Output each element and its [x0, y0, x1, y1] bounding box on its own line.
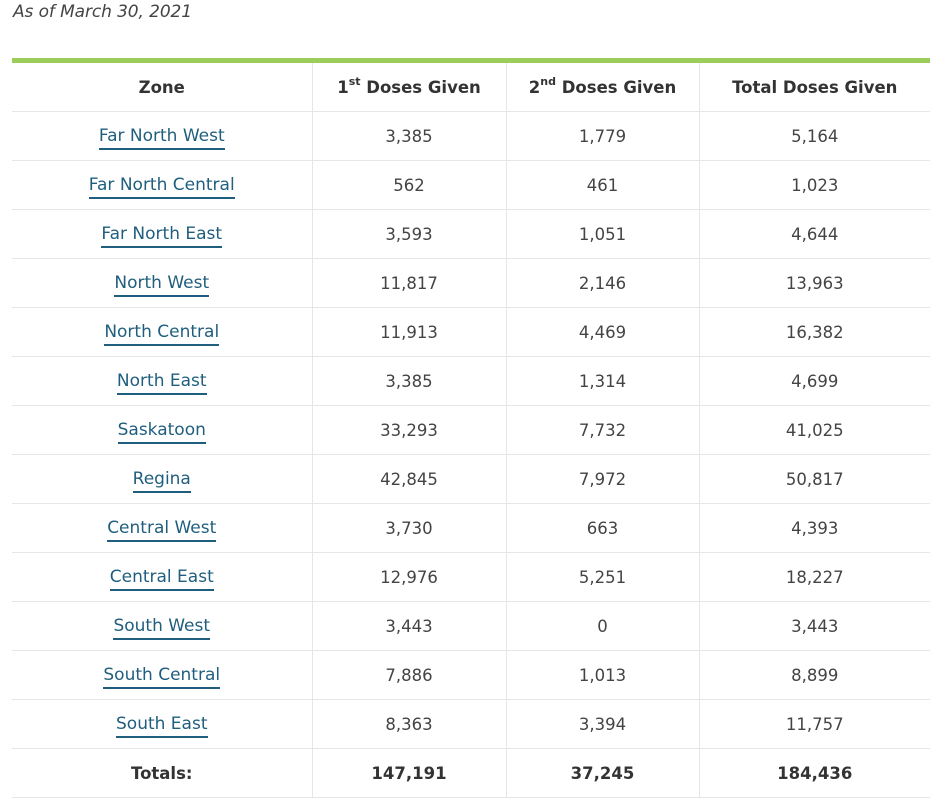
zone-link[interactable]: Saskatoon: [117, 420, 206, 444]
zone-link[interactable]: Regina: [132, 469, 191, 493]
table-row: South Central 7,886 1,013 8,899: [12, 650, 930, 700]
total-doses-cell: 11,757: [698, 699, 930, 749]
zone-cell: Central West: [12, 503, 312, 553]
second-doses-cell: 663: [505, 503, 699, 553]
zone-link[interactable]: Far North West: [98, 126, 225, 150]
zone-link[interactable]: Central East: [109, 567, 214, 591]
total-doses-cell: 41,025: [698, 405, 930, 455]
total-doses-cell: 13,963: [698, 258, 930, 308]
table-row: Far North West 3,385 1,779 5,164: [12, 111, 930, 161]
totals-first-doses: 147,191: [311, 748, 506, 798]
first-doses-cell: 562: [311, 160, 506, 210]
table-header: Zone 1st Doses Given 2nd Doses Given Tot…: [12, 63, 930, 112]
table-row: North West 11,817 2,146 13,963: [12, 258, 930, 308]
table-row: Regina 42,845 7,972 50,817: [12, 454, 930, 504]
table-row: Far North East 3,593 1,051 4,644: [12, 209, 930, 259]
second-doses-cell: 461: [505, 160, 699, 210]
second-doses-cell: 1,314: [505, 356, 699, 406]
zone-cell: Regina: [12, 454, 312, 504]
total-doses-cell: 16,382: [698, 307, 930, 357]
total-doses-cell: 1,023: [698, 160, 930, 210]
total-doses-cell: 5,164: [698, 111, 930, 161]
col-header-total-doses: Total Doses Given: [698, 63, 930, 112]
second-doses-cell: 2,146: [505, 258, 699, 308]
zone-cell: North Central: [12, 307, 312, 357]
second-doses-cell: 4,469: [505, 307, 699, 357]
as-of-date: As of March 30, 2021: [13, 2, 192, 22]
zone-link[interactable]: Far North Central: [88, 175, 235, 199]
second-doses-cell: 7,732: [505, 405, 699, 455]
zone-cell: South West: [12, 601, 312, 651]
zone-cell: Central East: [12, 552, 312, 602]
second-doses-cell: 1,779: [505, 111, 699, 161]
first-doses-cell: 11,913: [311, 307, 506, 357]
first-doses-cell: 7,886: [311, 650, 506, 700]
zone-cell: Far North West: [12, 111, 312, 161]
totals-second-doses: 37,245: [505, 748, 699, 798]
zone-link[interactable]: North East: [116, 371, 207, 395]
zone-cell: Far North East: [12, 209, 312, 259]
first-doses-cell: 12,976: [311, 552, 506, 602]
total-doses-cell: 4,644: [698, 209, 930, 259]
total-doses-cell: 3,443: [698, 601, 930, 651]
zone-link[interactable]: South Central: [103, 665, 221, 689]
zone-cell: South Central: [12, 650, 312, 700]
second-doses-cell: 1,013: [505, 650, 699, 700]
total-doses-cell: 4,699: [698, 356, 930, 406]
zone-link[interactable]: Central West: [107, 518, 217, 542]
zone-cell: North East: [12, 356, 312, 406]
table-row: South East 8,363 3,394 11,757: [12, 699, 930, 749]
zone-link[interactable]: Far North East: [101, 224, 223, 248]
totals-label: Totals:: [12, 748, 312, 798]
table-row: Central East 12,976 5,251 18,227: [12, 552, 930, 602]
zone-link[interactable]: South East: [116, 714, 208, 738]
first-doses-cell: 33,293: [311, 405, 506, 455]
doses-table-container: Zone 1st Doses Given 2nd Doses Given Tot…: [12, 58, 930, 798]
zone-link[interactable]: North Central: [104, 322, 220, 346]
total-doses-cell: 8,899: [698, 650, 930, 700]
zone-cell: Saskatoon: [12, 405, 312, 455]
second-doses-cell: 0: [505, 601, 699, 651]
first-doses-cell: 42,845: [311, 454, 506, 504]
first-doses-cell: 3,385: [311, 111, 506, 161]
table-row: South West 3,443 0 3,443: [12, 601, 930, 651]
first-doses-cell: 8,363: [311, 699, 506, 749]
total-doses-cell: 4,393: [698, 503, 930, 553]
table-body: Far North West 3,385 1,779 5,164 Far North C…: [12, 111, 930, 798]
table-row: Central West 3,730 663 4,393: [12, 503, 930, 553]
table-row: North East 3,385 1,314 4,699: [12, 356, 930, 406]
second-doses-cell: 7,972: [505, 454, 699, 504]
total-doses-cell: 50,817: [698, 454, 930, 504]
table-row: Saskatoon 33,293 7,732 41,025: [12, 405, 930, 455]
first-doses-cell: 3,730: [311, 503, 506, 553]
zone-cell: Far North Central: [12, 160, 312, 210]
doses-table: Zone 1st Doses Given 2nd Doses Given Tot…: [12, 63, 930, 798]
col-header-zone: Zone: [12, 63, 312, 112]
zone-link[interactable]: South West: [113, 616, 211, 640]
first-doses-cell: 3,385: [311, 356, 506, 406]
second-doses-cell: 1,051: [505, 209, 699, 259]
zone-link[interactable]: North West: [114, 273, 210, 297]
second-doses-cell: 3,394: [505, 699, 699, 749]
zone-cell: South East: [12, 699, 312, 749]
header-row: Zone 1st Doses Given 2nd Doses Given Tot…: [12, 63, 930, 112]
table-row: North Central 11,913 4,469 16,382: [12, 307, 930, 357]
second-doses-cell: 5,251: [505, 552, 699, 602]
zone-cell: North West: [12, 258, 312, 308]
totals-row: Totals: 147,191 37,245 184,436: [12, 748, 930, 798]
first-doses-cell: 3,593: [311, 209, 506, 259]
total-doses-cell: 18,227: [698, 552, 930, 602]
totals-total-doses: 184,436: [698, 748, 930, 798]
col-header-first-doses: 1st Doses Given: [311, 63, 506, 112]
first-doses-cell: 11,817: [311, 258, 506, 308]
table-row: Far North Central 562 461 1,023: [12, 160, 930, 210]
table-top-rule: [12, 58, 930, 63]
col-header-second-doses: 2nd Doses Given: [505, 63, 699, 112]
first-doses-cell: 3,443: [311, 601, 506, 651]
